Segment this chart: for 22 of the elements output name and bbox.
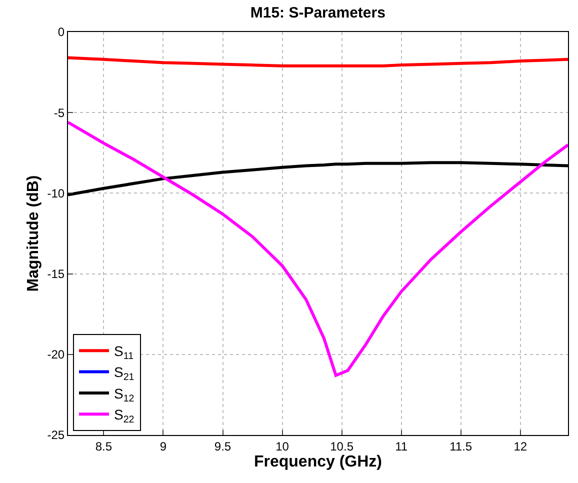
y-tick-label: -5 [54, 106, 65, 120]
x-tick-label: 11 [395, 439, 408, 454]
y-tick-label: -25 [47, 428, 65, 442]
legend-label: S$_{22}$ [114, 406, 134, 426]
y-tick-label: -20 [47, 348, 65, 362]
x-tick-label: 9.5 [214, 439, 232, 454]
legend-label: S$_{12}$ [114, 385, 134, 404]
x-tick-label: 11.5 [450, 439, 472, 454]
x-tick-label: 10 [276, 439, 290, 454]
x-tick-label: 10.5 [330, 439, 354, 454]
y-tick-label: -15 [47, 267, 65, 281]
y-tick-label: -10 [47, 186, 65, 200]
chart-title: M15: S-Parameters [250, 4, 386, 22]
x-tick-label: 8.5 [95, 439, 112, 454]
legend-label: S$_{21}$ [114, 364, 134, 384]
legend-label: S$_{11}$ [114, 343, 134, 362]
line-series [68, 56, 568, 68]
y-tick-label: 0 [58, 25, 65, 40]
x-axis-title: Frequency (GHz) [254, 453, 382, 470]
x-tick-label: 9 [160, 439, 167, 454]
y-axis-title: Magnitude (dB) [25, 175, 42, 292]
x-tick-label: 12 [514, 439, 528, 454]
